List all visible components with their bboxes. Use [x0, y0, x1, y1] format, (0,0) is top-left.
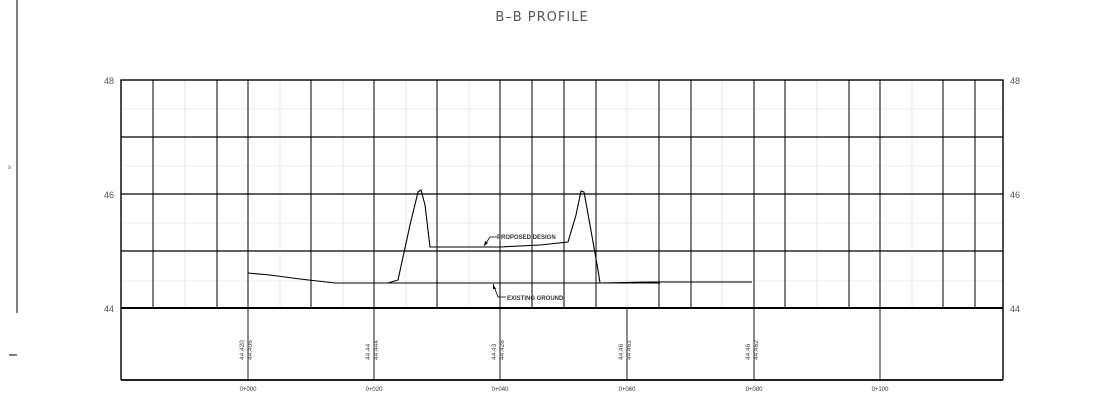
elevation-label: 44.44 — [365, 343, 372, 360]
chainage-label: 0+060 — [619, 387, 637, 393]
callout-proposed-label: PROPOSED DESIGN — [497, 235, 556, 241]
elevation-label: 44.46 — [618, 343, 625, 360]
chainage-label: 0+020 — [366, 387, 384, 393]
left-margin-mark: s — [8, 165, 11, 171]
elevation-label: 44.406 — [247, 340, 254, 360]
callout-existing-ground: EXISTING GROUND — [492, 283, 564, 302]
y-label-right-48: 48 — [1010, 76, 1020, 86]
elevation-label: 44.420 — [239, 340, 246, 360]
y-label-right-44: 44 — [1010, 304, 1020, 314]
chainage-label: 0+080 — [746, 387, 764, 393]
chainage-label: 0+000 — [240, 387, 258, 393]
elevation-label: 44.428 — [499, 340, 506, 360]
elevation-label: 44.444 — [373, 340, 380, 360]
drawing-title: B–B PROFILE — [495, 10, 588, 25]
elevation-label: 44.46 — [745, 343, 752, 360]
elevation-label: 44.461 — [626, 340, 633, 360]
existing-ground-line — [247, 272, 752, 284]
y-label-left-46: 46 — [104, 190, 114, 200]
major-grid-horizontal — [121, 136, 1003, 252]
y-label-right-46: 46 — [1010, 190, 1020, 200]
callout-proposed-design: PROPOSED DESIGN — [483, 235, 556, 247]
data-band — [120, 308, 1004, 381]
y-label-left-48: 48 — [104, 76, 114, 86]
chainage-label: 0+040 — [492, 387, 510, 393]
proposed-design-line — [387, 189, 660, 284]
y-label-left-44: 44 — [104, 304, 114, 314]
chainage-label: 0+100 — [872, 387, 890, 393]
elevation-label: 44.43 — [491, 343, 498, 360]
callout-existing-label: EXISTING GROUND — [507, 296, 564, 302]
elevation-label: 44.462 — [753, 340, 760, 360]
